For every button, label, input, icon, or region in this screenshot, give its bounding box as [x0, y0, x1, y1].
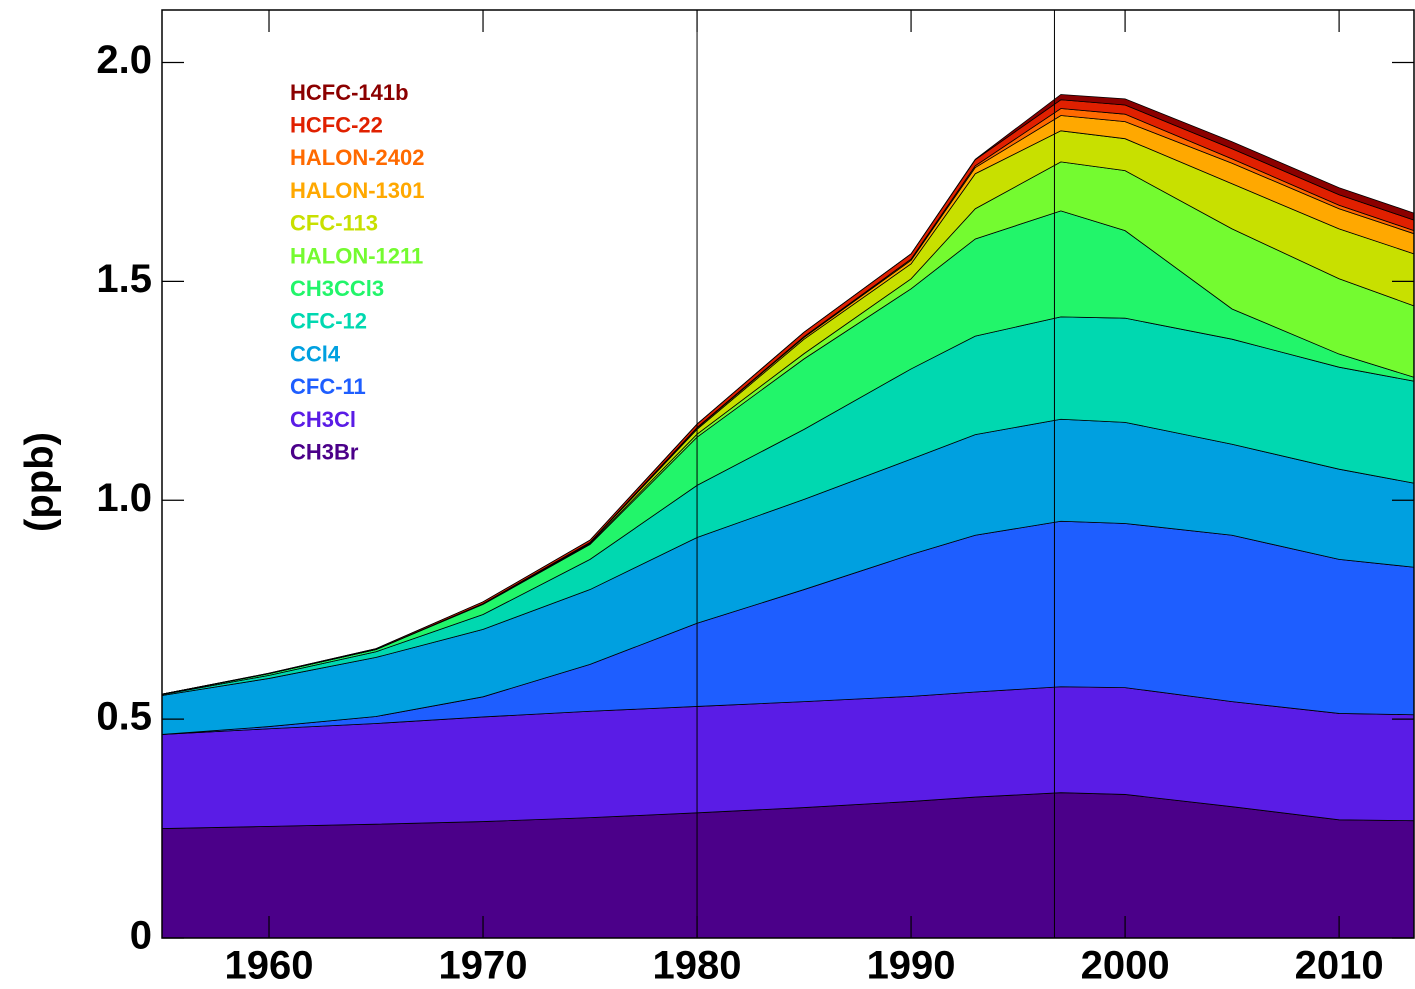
legend-entry: CCl4 — [290, 341, 341, 366]
y-tick-label: 1.0 — [96, 476, 152, 520]
legend-entry: CH3CCl3 — [290, 276, 384, 301]
y-axis-label: (ppb) — [18, 432, 62, 532]
x-tick-label: 1970 — [439, 944, 528, 988]
plot-frame — [161, 9, 1415, 939]
legend-entry: CFC-113 — [290, 211, 378, 236]
legend-entry: HCFC-22 — [290, 113, 383, 138]
x-tick-label: 1960 — [225, 944, 314, 988]
legend-entry: CFC-12 — [290, 309, 367, 334]
y-tick-label: 0.5 — [96, 695, 152, 739]
legend-entry: CH3Br — [290, 440, 359, 465]
legend-entry: HALON-1211 — [290, 243, 423, 268]
x-tick-label: 2000 — [1081, 944, 1170, 988]
legend-entry: CFC-11 — [290, 374, 366, 399]
legend-entry: HALON-1301 — [290, 178, 424, 203]
x-tick-label: 2010 — [1295, 944, 1384, 988]
y-tick-label: 1.5 — [96, 257, 152, 301]
y-tick-label: 2.0 — [96, 38, 152, 82]
x-tick-label: 1980 — [653, 944, 742, 988]
legend-entry: CH3Cl — [290, 407, 356, 432]
legend-entry: HCFC-141b — [290, 80, 409, 105]
x-tick-label: 1990 — [867, 944, 956, 988]
y-tick-label: 0 — [130, 914, 152, 958]
legend-entry: HALON-2402 — [290, 145, 424, 170]
